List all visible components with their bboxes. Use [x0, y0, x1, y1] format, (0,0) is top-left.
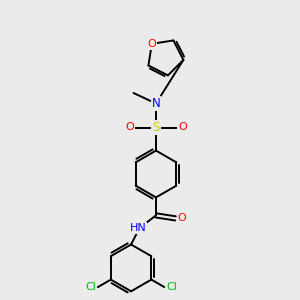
Text: O: O: [178, 122, 187, 133]
Text: O: O: [148, 39, 156, 49]
Text: N: N: [152, 97, 160, 110]
Text: O: O: [178, 213, 187, 224]
Text: Cl: Cl: [85, 282, 96, 292]
Text: S: S: [152, 121, 160, 134]
Text: HN: HN: [130, 223, 146, 233]
Text: O: O: [125, 122, 134, 133]
Text: Cl: Cl: [167, 282, 177, 292]
